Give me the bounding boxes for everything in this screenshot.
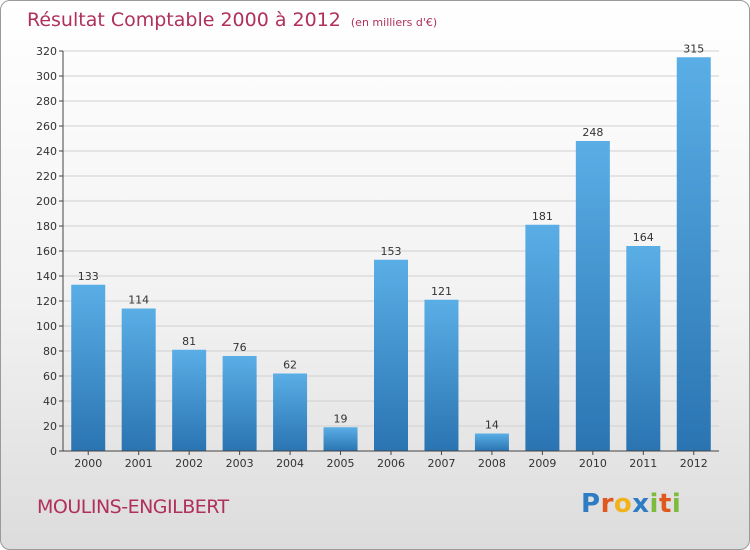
x-tick-label: 2004 — [276, 457, 304, 470]
y-tick-label: 0 — [50, 445, 57, 458]
logo-letter: P — [581, 489, 601, 519]
y-tick-label: 100 — [36, 320, 57, 333]
data-label: 164 — [633, 231, 654, 244]
y-tick-label: 80 — [43, 345, 57, 358]
x-tick-label: 2001 — [125, 457, 153, 470]
logo-letter: x — [632, 489, 650, 519]
data-label: 19 — [334, 412, 348, 425]
bar — [626, 246, 661, 451]
data-label: 315 — [683, 42, 704, 55]
data-label: 181 — [532, 210, 553, 223]
bar — [676, 57, 711, 451]
bar — [222, 356, 257, 451]
bar — [424, 299, 459, 451]
place-name: MOULINS-ENGILBERT — [37, 496, 229, 518]
x-tick-label: 2010 — [579, 457, 607, 470]
data-label: 114 — [128, 294, 149, 307]
data-label: 62 — [283, 359, 297, 372]
data-label: 81 — [182, 335, 196, 348]
bar — [323, 427, 358, 451]
logo-letter: t — [658, 489, 672, 519]
logo-letter: i — [671, 489, 682, 519]
data-label: 14 — [485, 419, 499, 432]
logo-letter: i — [649, 489, 659, 519]
title-unit: (en milliers d'€) — [350, 16, 438, 29]
data-label: 121 — [431, 285, 452, 298]
x-tick-label: 2006 — [377, 457, 405, 470]
data-label: 133 — [78, 270, 99, 283]
x-tick-label: 2009 — [528, 457, 556, 470]
y-tick-label: 220 — [36, 170, 57, 183]
y-tick-label: 20 — [43, 420, 57, 433]
x-tick-label: 2000 — [74, 457, 102, 470]
bar — [474, 433, 509, 451]
y-tick-label: 200 — [36, 195, 57, 208]
y-tick-label: 160 — [36, 245, 57, 258]
y-tick-label: 140 — [36, 270, 57, 283]
bar — [172, 349, 207, 451]
bar — [374, 259, 408, 451]
bar-chart: 133 114 81 76 62 19 153 121 14 181 248 164 315 0 20 40… — [36, 42, 719, 470]
x-tick-label: 2007 — [427, 457, 455, 470]
bar — [121, 308, 156, 451]
proxiti-logo: Proxiti — [581, 489, 681, 519]
bar — [273, 373, 308, 451]
x-tick-label: 2005 — [327, 457, 355, 470]
y-tick-label: 320 — [36, 45, 57, 58]
x-tick-label: 2011 — [629, 457, 657, 470]
x-tick-label: 2012 — [680, 457, 708, 470]
y-tick-label: 240 — [36, 145, 57, 158]
bar — [71, 284, 106, 451]
logo-letter: o — [613, 489, 633, 519]
x-tick-label: 2002 — [175, 457, 203, 470]
y-tick-label: 180 — [36, 220, 57, 233]
x-tick-label: 2003 — [226, 457, 254, 470]
y-tick-label: 300 — [36, 70, 57, 83]
y-tick-label: 260 — [36, 120, 57, 133]
logo-letter: r — [600, 489, 614, 519]
y-tick-label: 120 — [36, 295, 57, 308]
title-main: Résultat Comptable 2000 à 2012 — [27, 9, 341, 31]
data-label: 248 — [582, 126, 603, 139]
bar — [575, 141, 610, 451]
chart-title: Résultat Comptable 2000 à 2012 (en millie… — [27, 9, 437, 31]
x-tick-label: 2008 — [478, 457, 506, 470]
bar — [525, 224, 560, 451]
y-tick-label: 280 — [36, 95, 57, 108]
y-tick-label: 60 — [43, 370, 57, 383]
y-tick-label: 40 — [43, 395, 57, 408]
data-label: 76 — [233, 341, 247, 354]
data-label: 153 — [381, 245, 402, 258]
